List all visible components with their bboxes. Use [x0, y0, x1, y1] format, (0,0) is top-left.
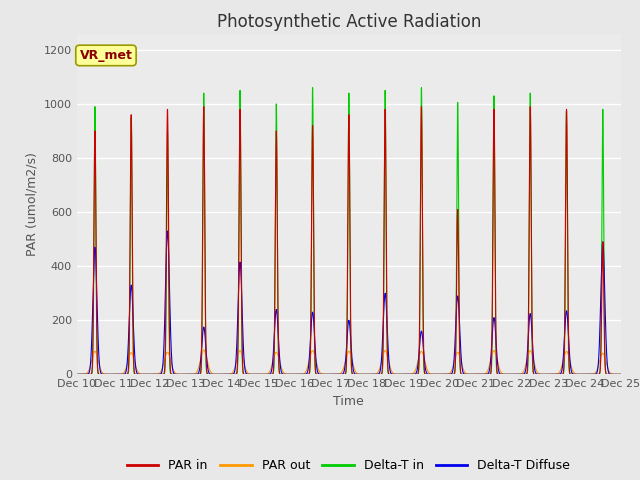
- Legend: PAR in, PAR out, Delta-T in, Delta-T Diffuse: PAR in, PAR out, Delta-T in, Delta-T Dif…: [122, 454, 575, 477]
- Y-axis label: PAR (umol/m2/s): PAR (umol/m2/s): [25, 152, 38, 256]
- Title: Photosynthetic Active Radiation: Photosynthetic Active Radiation: [216, 12, 481, 31]
- Text: VR_met: VR_met: [79, 49, 132, 62]
- X-axis label: Time: Time: [333, 395, 364, 408]
